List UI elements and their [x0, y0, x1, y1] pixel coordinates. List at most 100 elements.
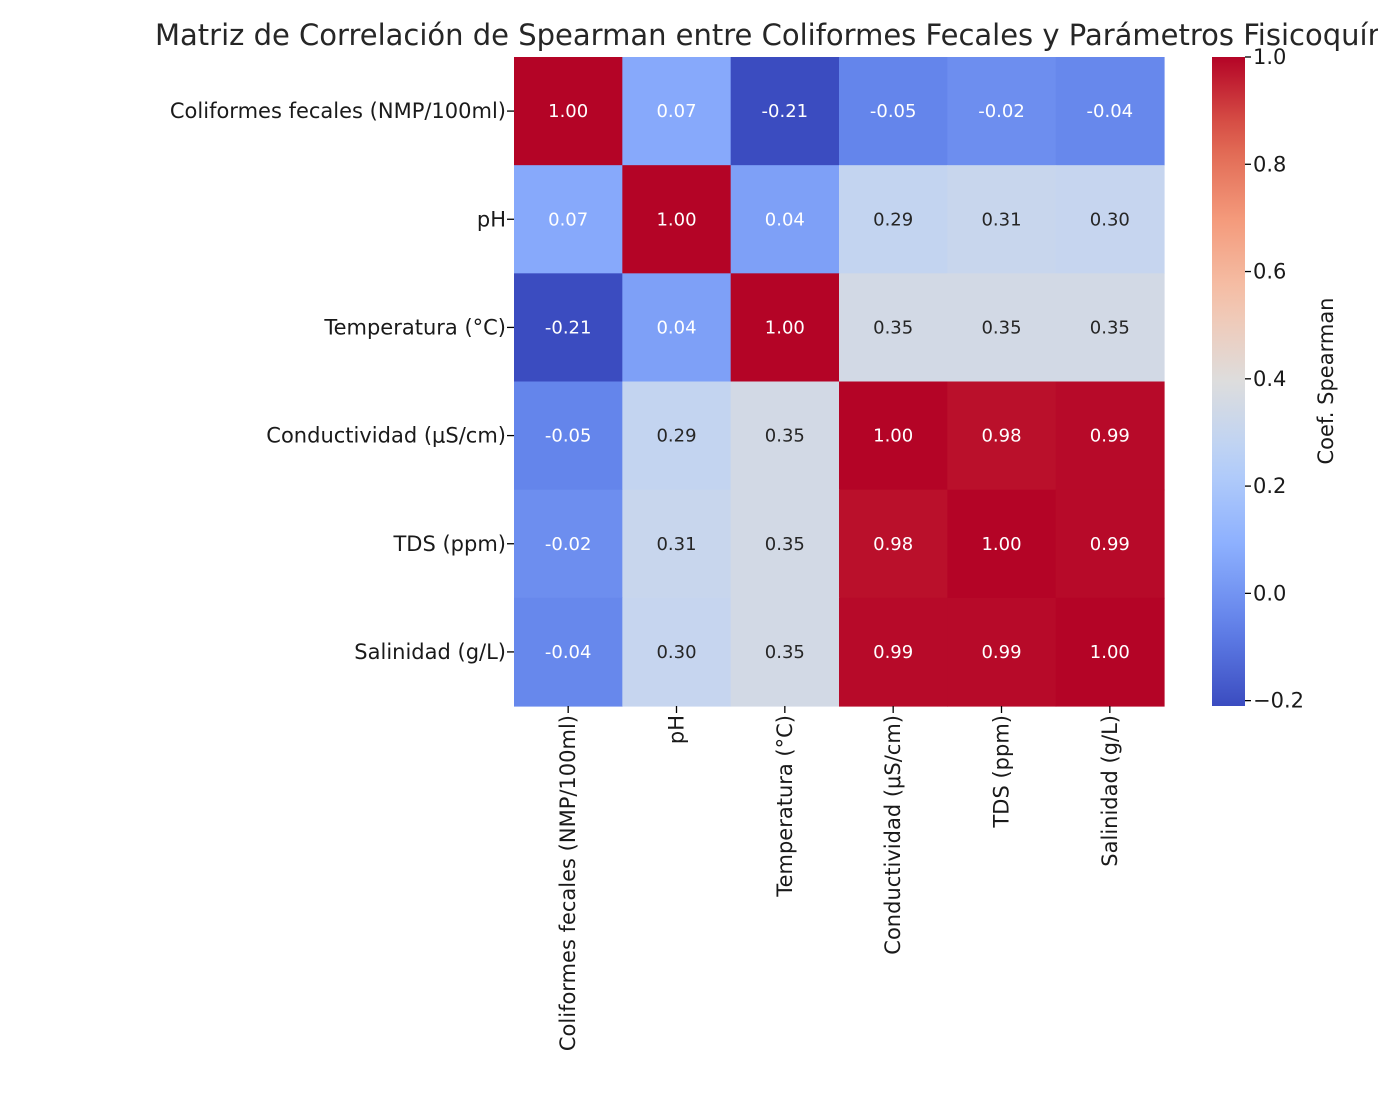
- cell-value-label: 0.99: [873, 642, 913, 663]
- cell-value-label: -0.04: [1087, 101, 1134, 122]
- cell-value-label: 0.31: [656, 534, 696, 555]
- cell-value-label: 0.99: [1090, 426, 1130, 447]
- row-tick-label: TDS (ppm): [392, 532, 506, 556]
- cell-value-label: 0.04: [765, 209, 805, 230]
- cell-value-label: -0.04: [545, 642, 592, 663]
- cell-value-label: 0.30: [656, 642, 696, 663]
- heatmap-cell: [947, 273, 1057, 383]
- heatmap-cell: [514, 57, 623, 166]
- heatmap-cell: [514, 489, 623, 599]
- column-tick-label: Salinidad (g/L): [1098, 715, 1122, 867]
- heatmap-cell: [622, 597, 732, 707]
- cell-value-label: 0.29: [656, 426, 696, 447]
- cell-value-label: 0.35: [765, 426, 805, 447]
- colorbar-tick-label: 0.2: [1253, 474, 1286, 498]
- heatmap-cells: 1.00 0.07 -0.21 -0.05 -0.02 -0.04 0.07 1.00 0.04…: [514, 57, 1165, 707]
- cell-value-label: 1.00: [873, 426, 913, 447]
- heatmap-cell: [730, 381, 840, 491]
- cell-value-label: 0.98: [981, 426, 1021, 447]
- cell-value-label: 0.35: [1090, 317, 1130, 338]
- heatmap-cell: [730, 165, 840, 274]
- cell-value-label: 1.00: [765, 317, 805, 338]
- heatmap-cell: [1055, 489, 1165, 599]
- chart-title: Matriz de Correlación de Spearman entre …: [155, 18, 1378, 52]
- cell-value-label: 0.35: [765, 642, 805, 663]
- heatmap-cell: [839, 489, 948, 599]
- cell-value-label: -0.02: [978, 101, 1025, 122]
- heatmap-cell: [622, 273, 732, 383]
- cell-value-label: 1.00: [656, 209, 696, 230]
- heatmap-cell: [1055, 165, 1165, 274]
- column-tick-label: Temperatura (°C): [773, 715, 797, 898]
- heatmap-cell: [622, 489, 732, 599]
- column-tick-label: Conductividad (μS/cm): [881, 715, 905, 955]
- row-tick-label: pH: [477, 207, 506, 231]
- colorbar-tick-label: 0.6: [1253, 260, 1286, 284]
- cell-value-label: 0.31: [981, 209, 1021, 230]
- cell-value-label: 0.29: [873, 209, 913, 230]
- colorbar-tick-label: 0.0: [1253, 581, 1286, 605]
- cell-value-label: 0.98: [873, 534, 913, 555]
- cell-value-label: -0.21: [762, 101, 809, 122]
- cell-value-label: -0.05: [545, 426, 592, 447]
- colorbar-tick-label: 0.8: [1253, 152, 1286, 176]
- cell-value-label: 0.35: [873, 317, 913, 338]
- column-tick-label: Coliformes fecales (NMP/100ml): [556, 715, 580, 1051]
- cell-value-label: 0.99: [1090, 534, 1130, 555]
- heatmap-cell: [514, 273, 623, 383]
- heatmap-cell: [1055, 273, 1165, 383]
- heatmap-cell: [622, 165, 732, 274]
- heatmap-cell: [839, 57, 948, 166]
- cell-value-label: 0.04: [656, 317, 696, 338]
- colorbar-gradient: [1212, 57, 1245, 706]
- cell-value-label: 0.35: [981, 317, 1021, 338]
- row-tick-label: Temperatura (°C): [323, 315, 506, 339]
- cell-value-label: 1.00: [981, 534, 1021, 555]
- cell-value-label: 0.35: [765, 534, 805, 555]
- heatmap-cell: [839, 381, 948, 491]
- colorbar: −0.2 0.0 0.2 0.4 0.6 0.8 1.0 Coef. Spearman: [1212, 45, 1338, 713]
- row-tick-label: Salinidad (g/L): [354, 640, 506, 664]
- heatmap-cell: [730, 489, 840, 599]
- heatmap-cell: [839, 597, 948, 707]
- heatmap-cell: [947, 489, 1057, 599]
- heatmap-cell: [622, 381, 732, 491]
- column-tick-label: TDS (ppm): [990, 715, 1014, 829]
- cell-value-label: -0.05: [870, 101, 917, 122]
- row-tick-label: Conductividad (μS/cm): [266, 424, 506, 448]
- colorbar-label: Coef. Spearman: [1314, 298, 1338, 465]
- heatmap-cell: [730, 57, 840, 166]
- cell-value-label: -0.21: [545, 317, 592, 338]
- heatmap-cell: [622, 57, 732, 166]
- colorbar-ticks: −0.2 0.0 0.2 0.4 0.6 0.8 1.0: [1245, 45, 1304, 713]
- heatmap-cell: [947, 165, 1057, 274]
- cell-value-label: 0.99: [981, 642, 1021, 663]
- heatmap-cell: [514, 597, 623, 707]
- heatmap-cell: [514, 381, 623, 491]
- heatmap-cell: [730, 273, 840, 383]
- row-tick-labels: Coliformes fecales (NMP/100ml) pH Temperat…: [170, 99, 514, 664]
- cell-value-label: 0.07: [548, 209, 588, 230]
- column-tick-label: pH: [665, 715, 689, 744]
- cell-value-label: -0.02: [545, 534, 592, 555]
- heatmap-cell: [1055, 597, 1165, 707]
- colorbar-tick-label: 0.4: [1253, 367, 1286, 391]
- heatmap-cell: [947, 597, 1057, 707]
- heatmap-cell: [1055, 381, 1165, 491]
- colorbar-tick-label: −0.2: [1253, 689, 1304, 713]
- cell-value-label: 0.30: [1090, 209, 1130, 230]
- row-tick-label: Coliformes fecales (NMP/100ml): [170, 99, 506, 123]
- heatmap-cell: [730, 597, 840, 707]
- cell-value-label: 1.00: [548, 101, 588, 122]
- heatmap-cell: [839, 165, 948, 274]
- heatmap-cell: [839, 273, 948, 383]
- heatmap-cell: [947, 57, 1057, 166]
- colorbar-tick-label: 1.0: [1253, 45, 1286, 69]
- column-tick-labels: Coliformes fecales (NMP/100ml) pH Temperat…: [556, 706, 1122, 1051]
- cell-value-label: 1.00: [1090, 642, 1130, 663]
- heatmap-cell: [947, 381, 1057, 491]
- heatmap-cell: [514, 165, 623, 274]
- cell-value-label: 0.07: [656, 101, 696, 122]
- heatmap-cell: [1055, 57, 1165, 166]
